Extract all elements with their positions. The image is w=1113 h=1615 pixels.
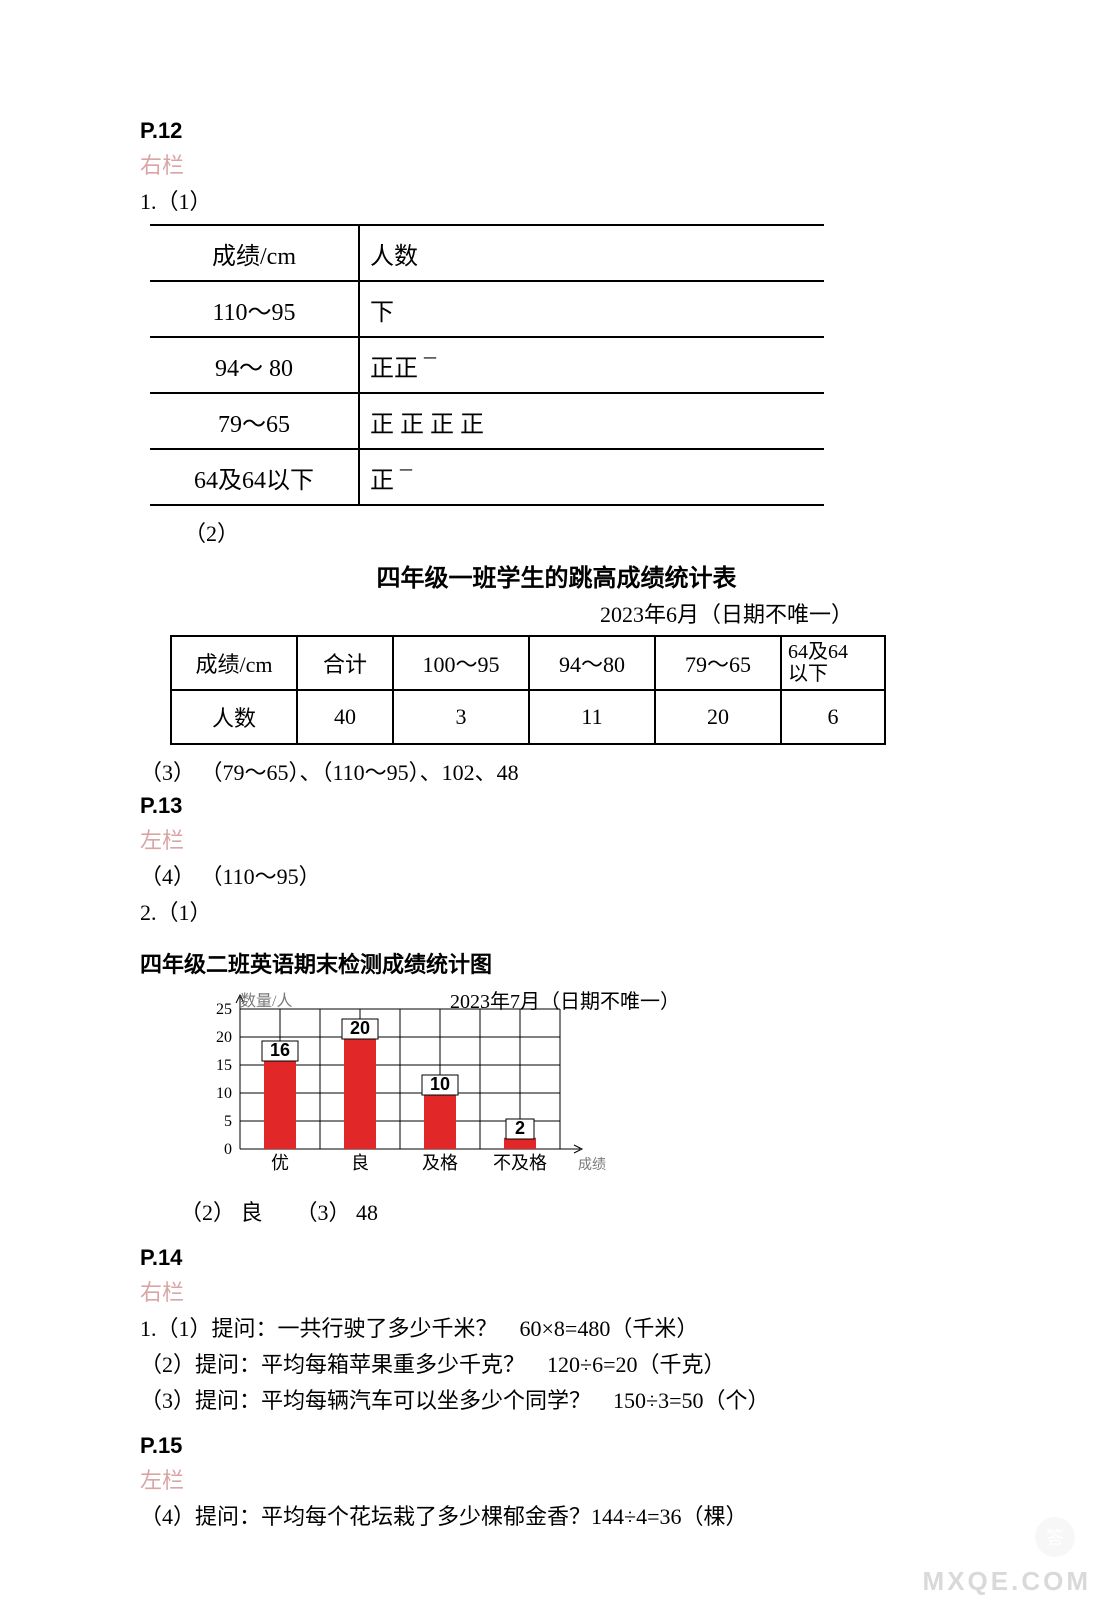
p14-q1-2: （2）提问：平均每箱苹果重多少千克？ 120÷6=20（千克） — [140, 1347, 973, 1379]
stat-h2: 100～95 — [393, 636, 529, 690]
xcat: 及格 — [422, 1153, 458, 1173]
ytick: 0 — [224, 1141, 232, 1158]
bar — [344, 1037, 376, 1149]
x-axis-label: 成绩 — [578, 1157, 606, 1173]
stat-val: 40 — [297, 690, 393, 744]
chart-y-axis-label: 数量/人 — [240, 987, 292, 1011]
page-ref-12: P.12 — [140, 118, 973, 144]
p14-q1-3: （3）提问：平均每辆汽车可以坐多少个同学？ 150÷3=50（个） — [140, 1383, 973, 1415]
svg-text:20: 20 — [350, 1018, 370, 1038]
tally-row-marks: 正 正 正 正 — [359, 393, 824, 449]
ytick: 25 — [216, 1001, 232, 1018]
column-label-left-13: 左栏 — [140, 823, 973, 855]
xcat: 优 — [271, 1153, 289, 1173]
xcat: 不及格 — [493, 1153, 547, 1173]
tally-row-marks: 正正 ¯ — [359, 337, 824, 393]
ytick: 15 — [216, 1057, 232, 1074]
stat-h5: 64及64 以下 — [781, 636, 885, 690]
ytick: 5 — [224, 1113, 232, 1130]
p14-q1: 1.（1）提问：一共行驶了多少千米？ 60×8=480（千米） — [140, 1311, 973, 1343]
tally-row-range: 79～65 — [150, 393, 359, 449]
page-ref-14: P.14 — [140, 1245, 973, 1271]
tally-row-range: 64及64以下 — [150, 449, 359, 505]
svg-text:答: 答 — [1046, 1528, 1064, 1548]
stat-h3: 94～80 — [529, 636, 655, 690]
stat-table-title: 四年级一班学生的跳高成绩统计表 — [140, 558, 973, 593]
watermark-text: MXQE.COM — [923, 1566, 1091, 1597]
ytick: 10 — [216, 1085, 232, 1102]
p15-q1-4: （4）提问：平均每个花坛栽了多少棵郁金香？144÷4=36（棵） — [140, 1499, 973, 1531]
tally-table: 成绩/cm 人数 110～95 下 94～ 80 正正 ¯ 79～65 正 正 … — [150, 224, 824, 506]
column-label-left-15: 左栏 — [140, 1463, 973, 1495]
q1-1-label: 1.（1） — [140, 184, 973, 216]
bar-value-label: 2 — [506, 1118, 534, 1139]
tally-header-range: 成绩/cm — [150, 225, 359, 281]
watermark-badge-icon: 答 — [1027, 1513, 1083, 1561]
stat-val: 6 — [781, 690, 885, 744]
chart-title: 四年级二班英语期末检测成绩统计图 — [140, 947, 973, 979]
xcat: 良 — [351, 1153, 369, 1173]
tally-header-count: 人数 — [359, 225, 824, 281]
bar-value-label: 20 — [342, 1018, 378, 1039]
svg-text:16: 16 — [270, 1040, 290, 1060]
page-ref-13: P.13 — [140, 793, 973, 819]
q2-1-label: 2.（1） — [140, 895, 973, 927]
q2-answers: （2） 良 （3） 48 — [180, 1195, 973, 1227]
stat-h4: 79～65 — [655, 636, 781, 690]
tally-row-range: 110～95 — [150, 281, 359, 337]
page-ref-15: P.15 — [140, 1433, 973, 1459]
stat-val: 3 — [393, 690, 529, 744]
tally-row-marks: 下 — [359, 281, 824, 337]
ytick: 20 — [216, 1029, 232, 1046]
bar — [424, 1093, 456, 1149]
stat-h0: 成绩/cm — [171, 636, 297, 690]
tally-row-range: 94～ 80 — [150, 337, 359, 393]
stat-row-label: 人数 — [171, 690, 297, 744]
tally-row-marks: 正 ¯ — [359, 449, 824, 505]
stat-h1: 合计 — [297, 636, 393, 690]
stat-table: 成绩/cm 合计 100～95 94～80 79～65 64及64 以下 人数 … — [170, 635, 886, 745]
stat-val: 20 — [655, 690, 781, 744]
q1-3-line: （3） （79～65）、（110～95）、102、48 — [140, 755, 973, 787]
q1-2-label: （2） — [184, 516, 973, 548]
stat-val: 11 — [529, 690, 655, 744]
stat-table-date: 2023年6月（日期不唯一） — [140, 597, 973, 629]
bar — [264, 1059, 296, 1149]
svg-text:10: 10 — [430, 1074, 450, 1094]
column-label-right-12: 右栏 — [140, 148, 973, 180]
q1-4-line: （4） （110～95） — [140, 859, 973, 891]
chart-date: 2023年7月（日期不唯一） — [450, 985, 680, 1014]
bar-value-label: 16 — [262, 1040, 298, 1061]
svg-text:2: 2 — [515, 1118, 525, 1138]
chart-svg: 25 20 15 10 5 0 16 20 10 — [200, 989, 720, 1189]
column-label-right-14: 右栏 — [140, 1275, 973, 1307]
bar-value-label: 10 — [422, 1074, 458, 1095]
page: P.12 右栏 1.（1） 成绩/cm 人数 110～95 下 94～ 80 正… — [0, 0, 1113, 1615]
bar-chart: 数量/人 2023年7月（日期不唯一） — [200, 989, 720, 1189]
